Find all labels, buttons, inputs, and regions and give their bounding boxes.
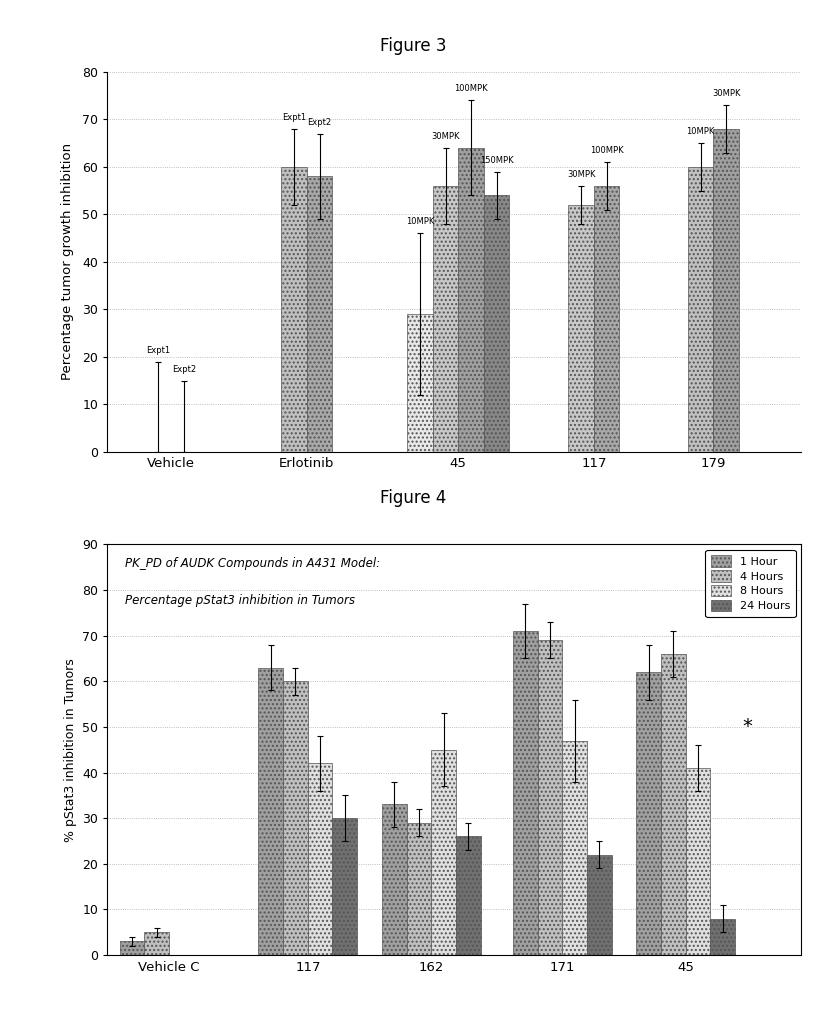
Bar (513, 631, 538, 955)
Bar (661, 654, 686, 955)
Bar (484, 195, 510, 452)
Text: 30MPK: 30MPK (567, 169, 596, 179)
Bar (145, 933, 169, 955)
Bar (688, 166, 714, 452)
Bar (306, 177, 332, 452)
Text: 10MPK: 10MPK (686, 127, 715, 136)
Bar (538, 640, 563, 955)
Bar (458, 148, 484, 452)
Bar (382, 804, 406, 955)
Bar (431, 750, 456, 955)
Bar (563, 740, 587, 955)
Text: Expt2: Expt2 (307, 117, 331, 126)
Bar (333, 819, 357, 955)
Bar (710, 918, 735, 955)
Text: PK_PD of AUDK Compounds in A431 Model:: PK_PD of AUDK Compounds in A431 Model: (125, 557, 380, 570)
Bar (259, 668, 283, 955)
Bar (308, 763, 333, 955)
Text: 10MPK: 10MPK (406, 218, 434, 226)
Text: Expt1: Expt1 (282, 113, 306, 122)
Text: *: * (743, 718, 752, 736)
Text: 30MPK: 30MPK (712, 89, 740, 98)
Text: Figure 3: Figure 3 (380, 37, 446, 55)
Text: 150MPK: 150MPK (480, 155, 514, 164)
Bar (594, 186, 620, 452)
Bar (407, 314, 433, 452)
Text: 30MPK: 30MPK (431, 131, 460, 141)
Text: 100MPK: 100MPK (590, 146, 624, 155)
Text: Expt2: Expt2 (172, 365, 196, 374)
Bar (456, 836, 481, 955)
Text: Percentage pStat3 inhibition in Tumors: Percentage pStat3 inhibition in Tumors (125, 594, 354, 607)
Text: 100MPK: 100MPK (454, 84, 488, 93)
Y-axis label: % pStat3 inhibition in Tumors: % pStat3 inhibition in Tumors (64, 658, 77, 841)
Text: Figure 4: Figure 4 (380, 489, 446, 507)
Legend: 1 Hour, 4 Hours, 8 Hours, 24 Hours: 1 Hour, 4 Hours, 8 Hours, 24 Hours (705, 549, 795, 617)
Bar (587, 854, 611, 955)
Bar (281, 166, 306, 452)
Bar (686, 768, 710, 955)
Bar (568, 204, 594, 452)
Bar (120, 942, 145, 955)
Y-axis label: Percentage tumor growth inhibition: Percentage tumor growth inhibition (61, 144, 74, 380)
Text: Expt1: Expt1 (146, 345, 170, 354)
Bar (636, 672, 661, 955)
Bar (714, 128, 739, 452)
Bar (406, 823, 431, 955)
Bar (283, 681, 308, 955)
Bar (433, 186, 458, 452)
